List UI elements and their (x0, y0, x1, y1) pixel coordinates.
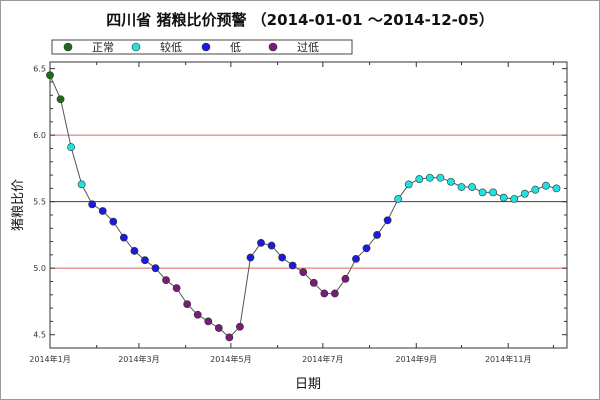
legend-label: 较低 (160, 40, 182, 54)
data-point (352, 254, 360, 263)
data-point (162, 276, 170, 285)
chart-title: 四川省 猪粮比价预警 （2014-01-01 ～2014-12-05） (106, 11, 494, 29)
data-point (341, 274, 350, 283)
data-point (109, 217, 118, 226)
data-point (309, 278, 318, 287)
data-point (394, 195, 403, 203)
x-tick-label: 2014年11月 (485, 354, 532, 364)
data-point (88, 200, 97, 209)
data-point (299, 268, 308, 277)
plot-area: 4.5 5.0 5.5 6.0 6.5 2014年1月 2014年3月 2014年5月 2014… (29, 61, 568, 364)
legend-label: 正常 (92, 41, 114, 54)
data-point (520, 189, 529, 198)
x-tick-label: 2014年3月 (118, 354, 159, 364)
data-point (130, 246, 139, 255)
data-point (77, 180, 86, 189)
data-point (141, 256, 149, 265)
data-point (98, 207, 107, 215)
data-point (204, 317, 213, 326)
legend-marker (63, 42, 73, 52)
y-tick-label: 5.5 (33, 198, 46, 207)
data-point (267, 241, 276, 250)
data-point (288, 261, 297, 270)
data-point (489, 188, 498, 197)
x-tick-label: 2014年7月 (302, 354, 343, 364)
data-point (531, 185, 540, 194)
data-point (362, 244, 371, 253)
data-point (56, 95, 65, 104)
x-axis-title: 日期 (295, 377, 321, 392)
data-point (119, 233, 128, 242)
legend-marker (201, 42, 211, 52)
data-point (552, 184, 561, 193)
data-point (246, 253, 255, 262)
x-tick-label: 2014年9月 (396, 354, 437, 364)
data-point (404, 180, 413, 189)
data-point (478, 188, 487, 197)
data-point (151, 264, 160, 273)
data-point (320, 289, 329, 298)
data-point (183, 300, 192, 309)
y-tick-label: 5.0 (33, 264, 46, 273)
data-point (457, 183, 466, 191)
data-point (468, 183, 476, 191)
legend: 正常 较低 低 过低 (51, 39, 353, 55)
data-point (236, 322, 244, 331)
data-point (214, 324, 223, 332)
data-point (415, 175, 424, 183)
data-point (510, 195, 519, 203)
legend-label: 过低 (297, 41, 319, 54)
data-point (278, 253, 287, 262)
data-point (172, 284, 181, 293)
data-point (383, 216, 392, 225)
data-point (193, 310, 202, 319)
data-point (330, 289, 339, 298)
data-point (447, 177, 455, 186)
data-point (499, 193, 508, 202)
data-point (46, 71, 54, 80)
data-point (257, 239, 265, 247)
data-point (67, 143, 76, 152)
y-axis-title: 猪粮比价 (11, 179, 26, 231)
data-point (436, 173, 445, 182)
y-tick-label: 6.0 (33, 131, 46, 140)
legend-label: 低 (230, 41, 241, 54)
plot-border (49, 61, 568, 349)
data-point (425, 173, 434, 182)
legend-marker (131, 42, 141, 52)
data-point (373, 231, 381, 239)
x-tick-label: 2014年1月 (29, 354, 70, 364)
data-point (541, 181, 550, 190)
y-tick-label: 6.5 (33, 65, 46, 74)
x-tick-label: 2014年5月 (210, 354, 251, 364)
data-point (225, 333, 234, 342)
legend-marker (268, 42, 278, 52)
y-tick-label: 4.5 (33, 331, 46, 340)
